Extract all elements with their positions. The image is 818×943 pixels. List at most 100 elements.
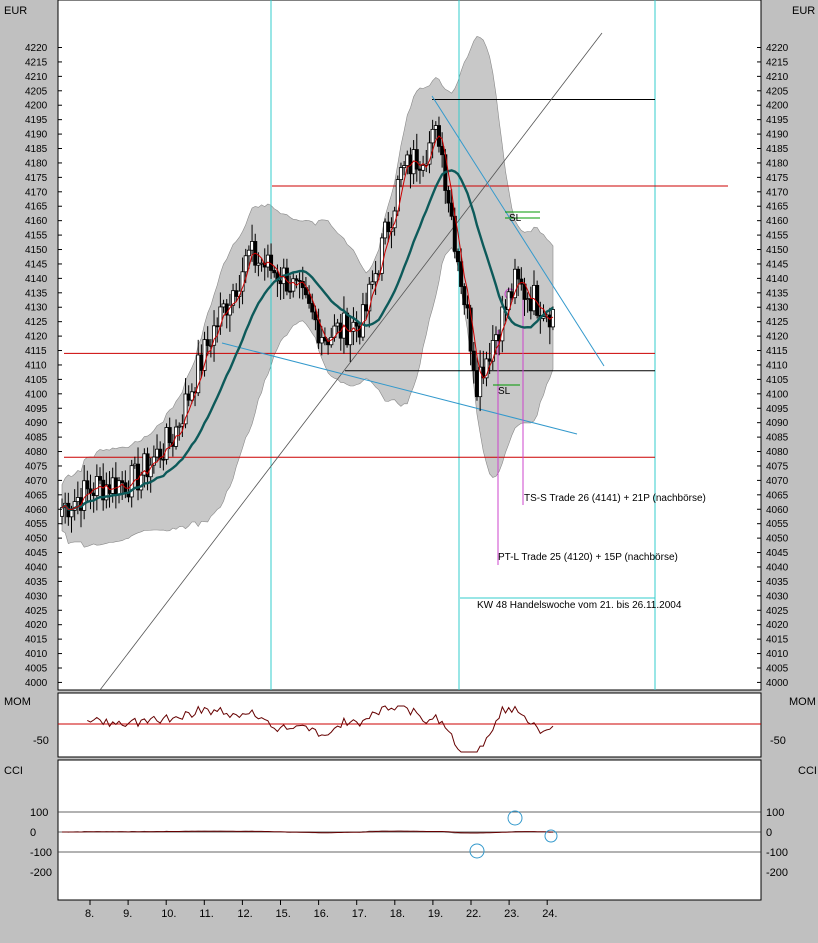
y-tick-label-left: 4165 xyxy=(25,202,48,213)
y-tick-label-right: 4000 xyxy=(766,678,789,689)
candle-body xyxy=(196,354,201,394)
y-tick-label-right: 4180 xyxy=(766,158,789,169)
y-tick-label-right: 4205 xyxy=(766,86,789,97)
y-tick-label-left: 4005 xyxy=(25,663,48,674)
y-tick-label-right: 4110 xyxy=(766,360,788,371)
candle-body xyxy=(205,339,210,346)
candle-body xyxy=(231,290,236,306)
candle-body xyxy=(519,278,524,285)
y-tick-label-right: 4045 xyxy=(766,548,789,559)
y-tick-label-right: 4070 xyxy=(766,476,789,487)
y-tick-label-left: 4105 xyxy=(25,375,48,386)
y-tick-label-right: 4040 xyxy=(766,562,789,573)
cci-indicator xyxy=(58,810,761,859)
candle-body xyxy=(525,298,530,301)
y-tick-label-right: 4025 xyxy=(766,606,789,617)
x-tick-label: 11. xyxy=(199,908,213,920)
y-tick-label-right: 4035 xyxy=(766,577,789,588)
candle-body xyxy=(427,142,432,165)
candle-body xyxy=(449,202,454,217)
y-tick-label-left: 4145 xyxy=(25,259,48,270)
candle-body xyxy=(307,294,312,304)
y-tick-label-left: 4140 xyxy=(25,274,48,285)
y-tick-label-left: 4070 xyxy=(25,476,48,487)
mom-line xyxy=(87,705,554,753)
y-tick-label-left: 4090 xyxy=(25,418,48,429)
cci-panel xyxy=(57,759,762,901)
candle-body xyxy=(386,221,391,233)
y-tick-label-left: 4015 xyxy=(25,635,48,646)
candle-body xyxy=(291,278,296,292)
x-tick-label: 10. xyxy=(161,908,176,920)
candle-body xyxy=(402,165,407,169)
candle-body xyxy=(506,291,511,311)
y-tick-label-right: 4075 xyxy=(766,461,789,472)
y-tick-label-left: 4000 xyxy=(25,678,48,689)
candle-body xyxy=(139,474,144,491)
candle-body xyxy=(440,145,445,156)
candle-body xyxy=(177,425,182,428)
candle-body xyxy=(215,325,220,328)
cci-tick-label-right: -100 xyxy=(766,847,788,859)
y-tick-label-left: 4130 xyxy=(25,303,48,314)
candle-body xyxy=(91,492,96,496)
y-tick-label-left: 4075 xyxy=(25,461,48,472)
candle-body xyxy=(547,314,552,328)
y-tick-label-left: 4215 xyxy=(25,57,48,68)
y-tick-label-right: 4090 xyxy=(766,418,789,429)
mom-indicator xyxy=(58,705,761,753)
mom-label-left: MOM xyxy=(4,696,31,708)
candle-body xyxy=(405,154,410,166)
candle-body xyxy=(313,311,318,321)
x-tick-label: 8. xyxy=(85,908,94,920)
y-tick-label-right: 4150 xyxy=(766,245,789,256)
candle-body xyxy=(94,476,99,496)
candle-body xyxy=(243,255,248,273)
y-tick-label-right: 4155 xyxy=(766,231,789,242)
y-tick-label-right: 4210 xyxy=(766,72,789,83)
y-tick-label-right: 4175 xyxy=(766,173,789,184)
x-tick-label: 9. xyxy=(123,908,132,920)
candle-body xyxy=(98,476,103,481)
trend-line-lower xyxy=(221,342,578,435)
candle-body xyxy=(398,167,403,180)
y-tick-label-left: 4175 xyxy=(25,173,48,184)
moving-average-slow xyxy=(61,169,554,511)
candle-body xyxy=(512,268,517,299)
y-tick-label-left: 4170 xyxy=(25,187,48,198)
cci-tick-label-right: 0 xyxy=(766,827,772,839)
y-tick-label-right: 4100 xyxy=(766,389,789,400)
y-tick-label-left: 4180 xyxy=(25,158,48,169)
candle-body xyxy=(335,322,340,327)
y-tick-label-left: 4205 xyxy=(25,86,48,97)
y-tick-label-right: 4115 xyxy=(766,346,788,357)
mom-tick-label-left: -50 xyxy=(33,735,49,747)
candle-body xyxy=(221,303,226,308)
y-tick-label-left: 4195 xyxy=(25,115,48,126)
y-tick-label-right: 4015 xyxy=(766,635,789,646)
candle-body xyxy=(164,427,169,460)
candle-body xyxy=(234,290,239,297)
candle-body xyxy=(528,298,533,312)
candle-body xyxy=(367,283,372,312)
candle-body xyxy=(288,290,293,293)
y-tick-label-left: 4025 xyxy=(25,606,48,617)
annotation-sl-lower: SL xyxy=(498,386,511,397)
candle-body xyxy=(75,497,80,503)
y-tick-label-right: 4030 xyxy=(766,591,789,602)
y-tick-label-right: 4135 xyxy=(766,288,789,299)
y-tick-label-left: 4055 xyxy=(25,519,48,530)
candle-body xyxy=(158,448,163,460)
cci-label-left: CCI xyxy=(4,765,23,777)
candle-body xyxy=(120,480,125,484)
y-tick-label-left: 4080 xyxy=(25,447,48,458)
y-tick-label-right: 4005 xyxy=(766,663,789,674)
y-tick-label-right: 4065 xyxy=(766,490,789,501)
candle-body xyxy=(474,370,479,398)
moving-average-fast xyxy=(61,135,554,511)
y-tick-label-right: 4105 xyxy=(766,375,789,386)
y-tick-label-left: 4120 xyxy=(25,332,48,343)
candle-body xyxy=(259,262,264,265)
y-tick-label-right: 4140 xyxy=(766,274,789,285)
